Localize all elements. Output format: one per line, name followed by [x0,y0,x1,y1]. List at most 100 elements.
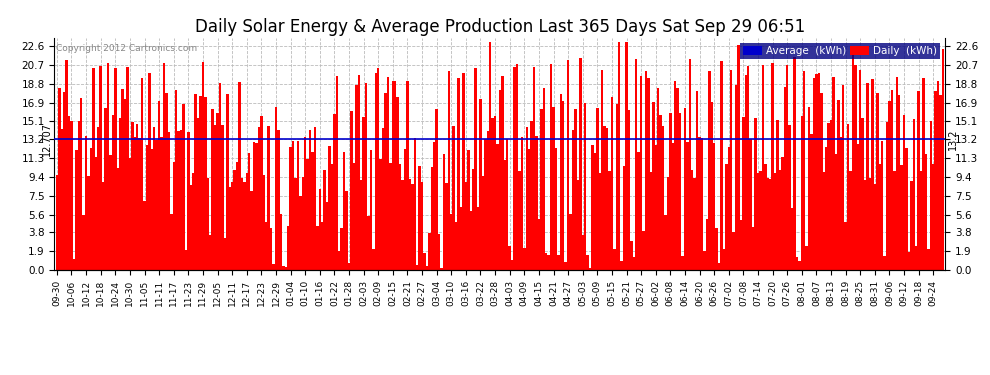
Bar [494,116,496,270]
Bar [761,65,764,270]
Bar [562,101,564,270]
Bar [888,100,891,270]
Bar [124,99,127,270]
Bar [813,78,815,270]
Bar [616,104,618,270]
Bar [823,172,825,270]
Bar [691,170,693,270]
Bar [725,164,728,270]
Bar [153,127,155,270]
Bar [60,129,63,270]
Bar [177,130,180,270]
Bar [496,144,499,270]
Bar [382,128,384,270]
Bar [384,93,387,270]
Bar [596,108,599,270]
Bar [365,83,367,270]
Bar [721,61,723,270]
Bar [260,116,262,270]
Bar [314,127,316,270]
Bar [896,77,898,270]
Text: 12.707: 12.707 [42,122,51,156]
Bar [791,208,793,270]
Bar [309,130,311,270]
Bar [908,252,910,270]
Bar [835,154,838,270]
Bar [749,139,752,270]
Bar [244,182,246,270]
Bar [104,108,107,270]
Bar [744,75,747,270]
Bar [234,170,236,270]
Bar [820,93,823,270]
Bar [586,255,589,270]
Bar [528,149,531,270]
Bar [459,207,462,270]
Bar [267,126,270,270]
Bar [925,154,928,270]
Bar [479,99,482,270]
Bar [506,140,509,270]
Bar [189,184,192,270]
Bar [87,176,90,270]
Bar [499,90,501,270]
Bar [377,68,379,270]
Bar [693,178,696,270]
Bar [873,184,876,270]
Bar [212,109,214,270]
Bar [621,261,623,270]
Bar [941,49,944,270]
Bar [635,59,638,270]
Bar [754,118,756,270]
Bar [774,173,776,270]
Bar [861,118,864,270]
Bar [279,214,282,270]
Bar [828,123,830,270]
Bar [158,100,160,270]
Bar [779,170,781,270]
Bar [411,184,414,270]
Bar [97,127,99,270]
Bar [681,256,684,270]
Bar [491,118,494,270]
Bar [581,235,584,270]
Bar [786,64,788,270]
Bar [92,68,95,270]
Bar [756,173,759,270]
Bar [584,103,586,270]
Bar [262,175,265,270]
Bar [252,141,255,270]
Bar [599,173,601,270]
Bar [679,113,681,270]
Bar [464,182,467,270]
Bar [182,104,185,270]
Bar [109,155,112,270]
Bar [723,249,725,270]
Bar [713,142,716,270]
Bar [533,67,536,270]
Bar [703,251,706,270]
Bar [136,124,139,270]
Bar [649,172,652,270]
Bar [148,74,150,270]
Bar [248,153,250,270]
Bar [175,90,177,270]
Bar [321,222,324,270]
Bar [903,115,905,270]
Bar [446,183,447,270]
Bar [613,249,616,270]
Bar [374,72,377,270]
Bar [275,108,277,270]
Bar [219,83,221,270]
Bar [638,152,640,270]
Bar [265,222,267,270]
Bar [70,121,72,270]
Bar [438,234,441,270]
Bar [127,67,129,270]
Bar [292,141,294,270]
Bar [343,152,346,270]
Bar [742,117,744,270]
Bar [647,78,649,270]
Bar [771,63,774,270]
Bar [735,85,738,270]
